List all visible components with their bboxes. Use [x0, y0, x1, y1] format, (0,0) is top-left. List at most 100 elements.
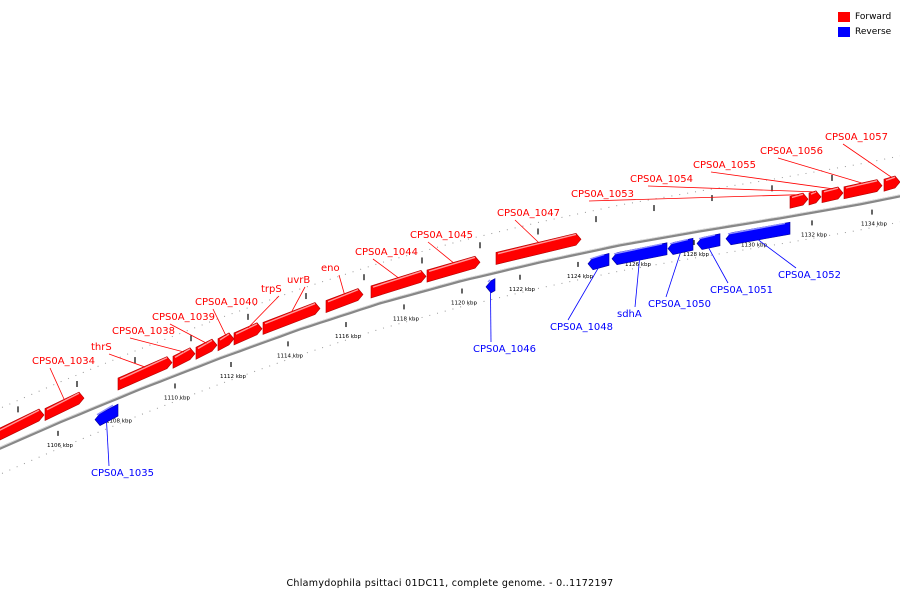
gene-arrow-cps0a_1046 [485, 278, 496, 294]
arrow-body [94, 403, 119, 426]
gene-label: CPS0A_1055 [693, 160, 756, 171]
tick-label: 1124 kbp [567, 274, 593, 280]
gene-arrow-cps0a_1045 [426, 255, 481, 283]
gene-arrow-cps0a_1035 [94, 403, 119, 426]
tick-label: 1126 kbp [625, 262, 651, 268]
legend-label: Forward [855, 11, 892, 22]
inner-guide [0, 221, 900, 475]
leader-line [588, 194, 800, 202]
arrow-highlight [497, 233, 577, 255]
leader-line [567, 267, 599, 321]
arrow-body [667, 237, 694, 255]
legend-item-forward: Forward [838, 9, 891, 24]
arrow-highlight [845, 180, 878, 189]
arrow-highlight [46, 392, 80, 411]
leader-line [842, 143, 893, 178]
gene-label: trpS [261, 284, 282, 295]
arrow-highlight [428, 256, 476, 272]
arrow-highlight [264, 303, 316, 325]
arrow-highlight [698, 234, 716, 240]
tick-label: 1132 kbp [801, 232, 827, 238]
arrow-body [0, 408, 45, 441]
arrow-highlight [810, 191, 817, 195]
gene-arrow-forward [0, 408, 45, 441]
arrow-highlight [0, 409, 40, 431]
gene-arrow-cps0a_1053 [789, 192, 809, 209]
leader-line [106, 420, 110, 467]
gene-label: eno [321, 263, 340, 274]
arrow-body [195, 338, 218, 360]
arrow-body [44, 391, 85, 422]
gene-arrow-cps0a_1050 [667, 237, 694, 255]
gene-label: CPS0A_1051 [710, 285, 773, 296]
leader-line [372, 258, 399, 279]
leader-line [665, 252, 681, 298]
leader-line [777, 157, 864, 184]
gene-arrow-cps0a_1052 [725, 221, 791, 246]
arrow-body [172, 347, 196, 369]
gene-label: CPS0A_1038 [112, 326, 175, 337]
gene-arrow-cps0a_1057 [883, 175, 900, 192]
gene-label: CPS0A_1046 [473, 344, 536, 355]
gene-arrow-cps0a_1044 [370, 270, 427, 299]
legend-label: Reverse [855, 26, 892, 37]
map-title: Chlamydophila psittaci 01DC11, complete … [286, 578, 614, 589]
backbone-line [0, 194, 900, 450]
tick-label: 1134 kbp [861, 222, 887, 228]
arrow-highlight [96, 404, 114, 416]
gene-label: CPS0A_1053 [571, 189, 634, 200]
tick-label: 1108 kbp [106, 418, 132, 424]
gene-arrow-cps0a_1056 [843, 179, 883, 200]
leader-line [108, 353, 146, 368]
gene-arrow-uvrb [262, 302, 321, 335]
gene-arrow-cps0a_1038 [172, 347, 196, 369]
gene-label: sdhA [617, 309, 642, 320]
arrow-highlight [727, 222, 786, 235]
gene-arrow-cps0a_1051 [696, 233, 721, 250]
leader-line [212, 308, 227, 336]
legend-item-reverse: Reverse [838, 24, 891, 39]
arrow-highlight [197, 339, 213, 350]
gene-arrow-cps0a_1055 [821, 186, 844, 204]
arrow-highlight [885, 176, 896, 182]
gene-label: CPS0A_1047 [497, 208, 560, 219]
gene-arrow-cps0a_1040 [217, 332, 235, 352]
arrow-highlight [823, 187, 839, 193]
legend: Forward Reverse [838, 9, 891, 39]
gene-arrow-cps0a_1048 [587, 252, 610, 271]
leader-line [514, 219, 539, 243]
gene-label: CPS0A_1039 [152, 312, 215, 323]
leader-line [710, 171, 833, 190]
arrow-body [117, 356, 173, 391]
leader-line [129, 337, 185, 353]
tick-label: 1120 kbp [451, 301, 477, 307]
gene-label: CPS0A_1056 [760, 146, 823, 157]
gene-label: CPS0A_1044 [355, 247, 418, 258]
tick-label: 1122 kbp [509, 287, 535, 293]
arrow-highlight [235, 323, 258, 335]
arrow-body [233, 322, 263, 346]
gene-label: uvrB [287, 275, 310, 286]
gene-label: CPS0A_1045 [410, 230, 473, 241]
arrow-body [495, 232, 582, 265]
backbone [0, 194, 900, 450]
gene-label: thrS [91, 342, 112, 353]
arrow-highlight [372, 270, 422, 288]
arrow-body [426, 255, 481, 283]
leader-line [427, 241, 454, 264]
arrow-body [843, 179, 883, 200]
tick-label: 1114 kbp [277, 353, 303, 359]
dotted-guides [0, 155, 900, 475]
gene-label: CPS0A_1057 [825, 132, 888, 143]
tick-label: 1118 kbp [393, 316, 419, 322]
tick-label: 1112 kbp [220, 374, 246, 380]
arrow-body [262, 302, 321, 335]
arrow-body [217, 332, 235, 352]
arrow-highlight [174, 348, 191, 359]
leader-line [247, 295, 280, 329]
leader-line [490, 291, 492, 343]
gene-label: CPS0A_1052 [778, 270, 841, 281]
backbone-highlight [0, 194, 900, 448]
